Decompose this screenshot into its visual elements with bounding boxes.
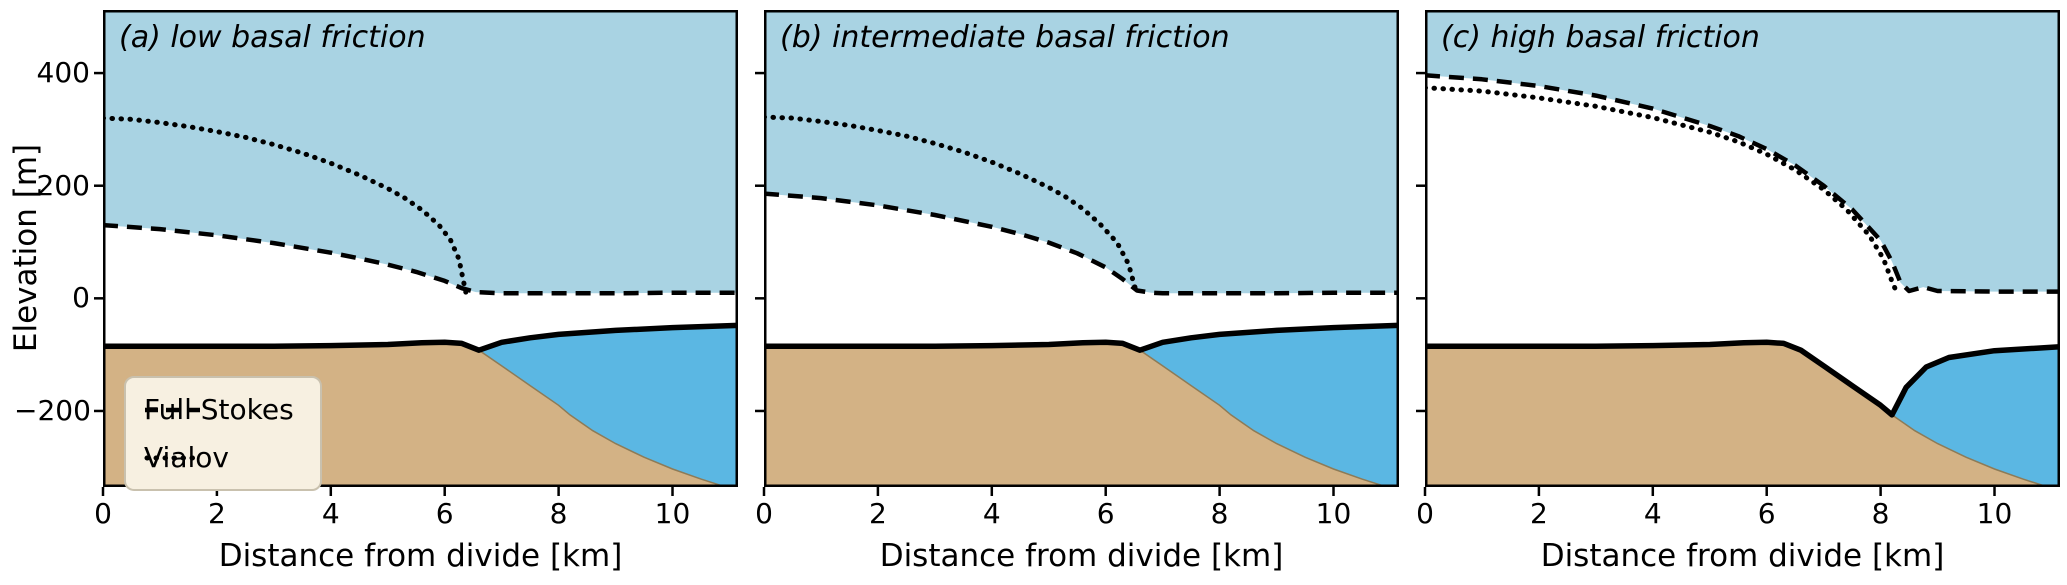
x-tick-label: 0 xyxy=(94,497,112,530)
dashed-line-sample-icon xyxy=(145,407,201,412)
panel-b-plot xyxy=(755,10,1399,496)
x-tick-label: 6 xyxy=(1757,497,1776,530)
y-tick-label: 400 xyxy=(36,56,90,90)
panel-c-plot xyxy=(1416,10,2060,496)
x-axis-title: Distance from divide [km] xyxy=(879,538,1284,574)
y-tick-label: 0 xyxy=(72,281,90,315)
x-tick-label: 6 xyxy=(435,497,454,530)
x-tick-label: 4 xyxy=(321,497,340,530)
x-axis-title: Distance from divide [km] xyxy=(218,538,623,574)
y-tick-label: 200 xyxy=(36,168,90,202)
x-axis-title: Distance from divide [km] xyxy=(1540,538,1945,574)
legend: Full Stokes Vialov xyxy=(124,376,322,491)
panel-title-b: (b) intermediate basal friction xyxy=(780,20,1230,55)
x-tick-label: 4 xyxy=(982,497,1001,530)
x-tick-label: 10 xyxy=(1315,497,1352,530)
x-tick-label: 8 xyxy=(1871,497,1890,530)
x-tick-label: 10 xyxy=(654,497,691,530)
dotted-line-sample-icon xyxy=(144,455,204,460)
x-tick-label: 2 xyxy=(207,497,226,530)
x-tick-label: 8 xyxy=(549,497,568,530)
x-tick-label: 0 xyxy=(1416,497,1434,530)
legend-entry-full-stokes: Full Stokes xyxy=(144,393,294,426)
x-tick-label: 0 xyxy=(755,497,773,530)
y-tick-label: −200 xyxy=(14,393,91,427)
panel-title-c: (c) high basal friction xyxy=(1441,20,1760,55)
x-tick-label: 4 xyxy=(1643,497,1662,530)
panel-title-a: (a) low basal friction xyxy=(119,20,426,55)
x-tick-label: 6 xyxy=(1096,497,1115,530)
x-tick-label: 2 xyxy=(868,497,887,530)
x-tick-label: 10 xyxy=(1976,497,2013,530)
x-tick-label: 2 xyxy=(1529,497,1548,530)
x-tick-label: 8 xyxy=(1210,497,1229,530)
legend-entry-vialov: Vialov xyxy=(144,441,294,474)
